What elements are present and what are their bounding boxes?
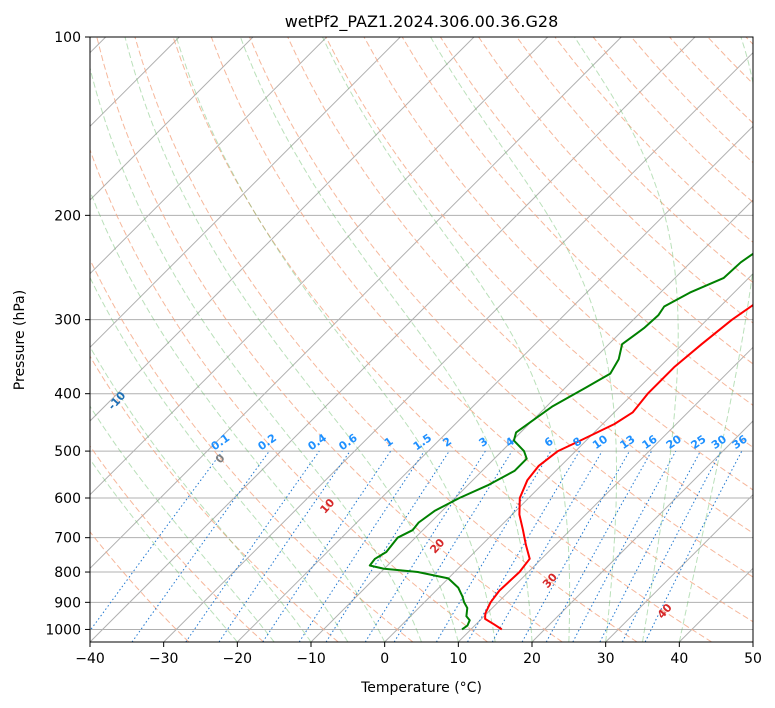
moist-adiabat-line	[175, 37, 496, 642]
isotherm-line	[605, 493, 753, 642]
x-tick-label: 0	[380, 651, 389, 667]
isotherm-line	[90, 37, 254, 201]
isotherm-line	[384, 272, 753, 642]
x-axis-title: Temperature (°C)	[360, 680, 482, 696]
moist-adiabat-line	[90, 458, 238, 642]
y-tick-label: 600	[54, 491, 81, 507]
mixing-ratio-line	[90, 450, 223, 632]
temperature-profile-line	[484, 303, 753, 631]
dry-adiabat-line	[96, 37, 563, 642]
isotherm-line	[163, 51, 753, 642]
y-tick-label: 300	[54, 313, 81, 329]
y-tick-label: 400	[54, 387, 81, 403]
x-tick-label: 20	[523, 651, 541, 667]
x-axis: −40 −30 −20 −10 0 10 20 30 40 50	[75, 642, 762, 667]
moist-adiabat-line	[239, 37, 533, 642]
dry-adiabat-line	[90, 258, 414, 642]
moist-adiabat-line	[90, 345, 312, 642]
dry-adiabat-line	[134, 37, 638, 642]
mixing-ratio-line	[521, 450, 630, 642]
dry-adiabat-line	[90, 531, 190, 642]
x-tick-label: −30	[149, 651, 179, 667]
x-tick-label: 40	[670, 651, 688, 667]
moist-adiabat-line	[322, 37, 571, 642]
mixing-ratio-line	[393, 450, 513, 642]
mixing-ratio-line	[298, 450, 425, 642]
moist-adiabat-line	[574, 37, 679, 642]
moist-adiabat-line	[678, 37, 753, 642]
dry-adiabat-lines	[90, 37, 753, 642]
moist-adiabat-line	[90, 405, 275, 642]
dry-adiabat-line	[90, 148, 488, 642]
x-tick-label: 50	[744, 651, 762, 667]
dry-adiabat-line	[90, 445, 264, 642]
moist-adiabat-line	[90, 189, 386, 642]
y-tick-label: 700	[54, 531, 81, 547]
isotherm-line	[90, 37, 328, 275]
isotherm-line	[236, 125, 753, 642]
y-axis: 100 200 300 400 500 600 700 800 900 1000	[45, 30, 90, 638]
mixing-ratio-line	[262, 450, 392, 642]
x-tick-label: 30	[597, 651, 615, 667]
dry-adiabat-line	[249, 37, 753, 578]
plot-area: 0.10.20.40.611.52346810131620253036-100-…	[90, 37, 753, 642]
y-axis-title: Pressure (hPa)	[12, 290, 28, 390]
y-tick-label: 800	[54, 565, 81, 581]
moist-adiabat-line	[430, 37, 617, 642]
y-tick-label: 900	[54, 595, 81, 611]
sounding-profiles	[368, 252, 753, 631]
isotherm-line	[90, 37, 401, 349]
mixing-ratio-line	[572, 450, 677, 642]
moist-adiabat-line	[124, 37, 459, 642]
skewed-isotherm-lines	[90, 37, 753, 642]
moist-adiabat-line	[90, 276, 349, 642]
y-tick-label: 1000	[45, 622, 81, 638]
y-tick-label: 200	[54, 208, 81, 224]
x-tick-label: −40	[75, 651, 105, 667]
isotherm-line	[457, 346, 753, 642]
isotherm-line	[310, 199, 753, 642]
dry-adiabat-line	[287, 37, 753, 534]
isobar-gridlines	[90, 37, 753, 630]
dry-adiabat-line	[210, 37, 753, 623]
moist-adiabat-line	[90, 65, 422, 642]
isotherm-line	[531, 420, 753, 642]
isotherm-line	[90, 37, 549, 496]
isotherm-line	[90, 37, 475, 422]
chart-title: wetPf2_PAZ1.2024.306.00.36.G28	[285, 12, 559, 32]
mixing-ratio-line	[218, 450, 351, 642]
dry-adiabat-line	[172, 37, 712, 642]
dry-adiabat-line	[325, 37, 753, 491]
isotherm-line	[90, 37, 696, 642]
dry-adiabat-line	[516, 37, 753, 284]
dry-adiabat-line	[90, 355, 339, 642]
moist-adiabat-lines	[90, 37, 753, 642]
mixing-ratio-line	[185, 450, 320, 642]
x-tick-label: −10	[296, 651, 326, 667]
plot-frame	[89, 36, 754, 643]
dry-adiabat-line	[439, 37, 753, 365]
mixing-ratio-line	[545, 450, 653, 642]
dry-adiabat-line	[401, 37, 753, 406]
x-tick-label: 10	[449, 651, 467, 667]
x-tick-label: −20	[223, 651, 253, 667]
mixing-ratio-line	[325, 450, 450, 642]
mixing-ratio-lines	[90, 450, 743, 642]
mixing-ratio-line	[644, 450, 743, 642]
y-tick-label: 100	[54, 30, 81, 46]
dewpoint-profile-line	[368, 252, 753, 631]
isotherm-line	[90, 37, 622, 570]
y-tick-label: 500	[54, 444, 81, 460]
mixing-ratio-line	[131, 450, 270, 642]
